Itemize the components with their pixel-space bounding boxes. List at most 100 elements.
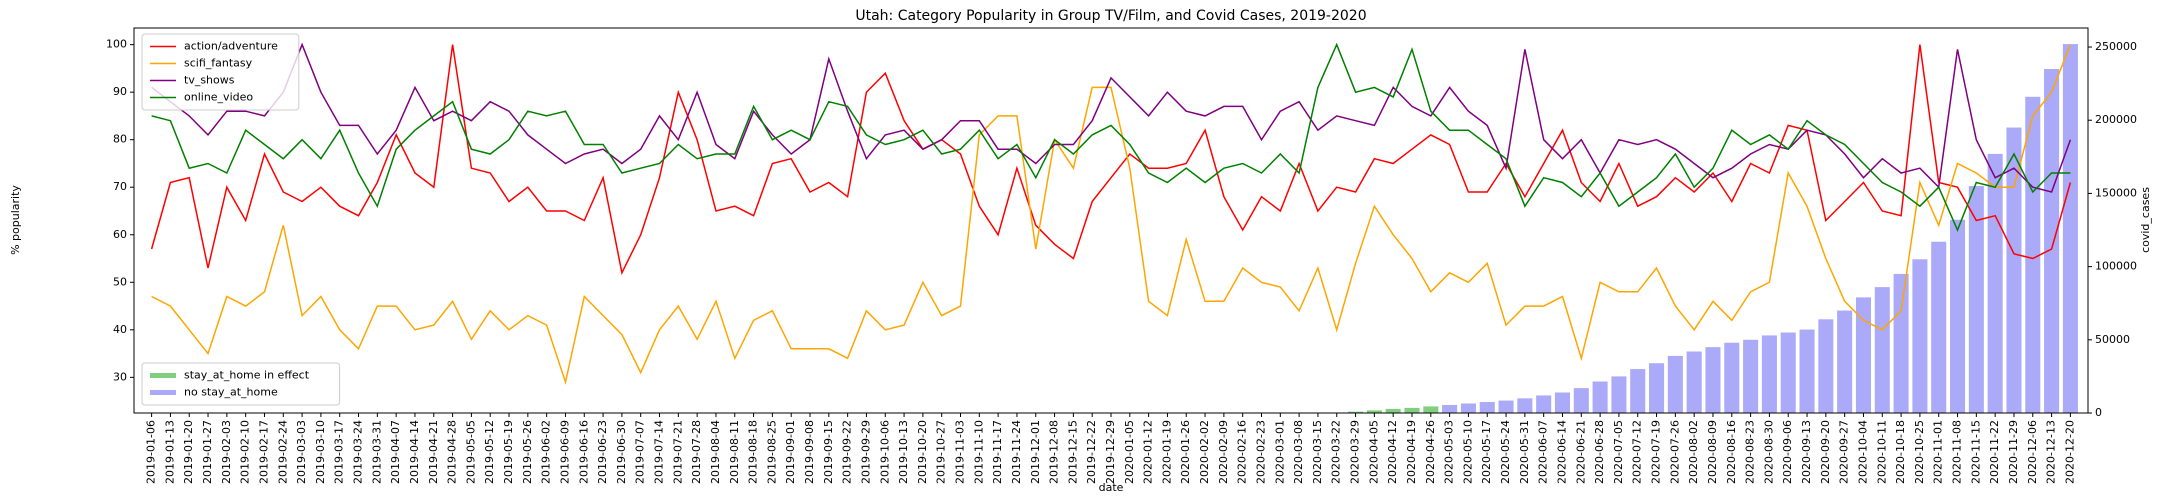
x-tick-label: 2020-10-11 — [1875, 420, 1888, 484]
line-series — [150, 44, 2072, 276]
x-tick-label: 2019-09-01 — [784, 420, 797, 484]
bar — [1649, 363, 1665, 413]
x-tick-label: 2020-02-23 — [1254, 420, 1267, 484]
legend-label: stay_at_home in effect — [184, 369, 310, 382]
x-tick-label: 2020-12-20 — [2063, 420, 2076, 484]
bar — [1479, 402, 1495, 413]
x-tick-label: 2020-12-13 — [2045, 420, 2058, 484]
y-tick-label: 40 — [113, 323, 127, 336]
x-tick-label: 2020-09-20 — [1819, 420, 1832, 484]
x-tick-label: 2020-03-22 — [1330, 420, 1343, 484]
x-axis-label: date — [1099, 481, 1124, 494]
bar — [1931, 241, 1947, 413]
x-tick-label: 2020-08-09 — [1706, 420, 1719, 484]
x-tick-label: 2019-03-03 — [295, 420, 308, 484]
bar — [1724, 342, 1740, 413]
x-tick-label: 2020-12-06 — [2026, 420, 2039, 484]
x-tick-label: 2019-11-17 — [991, 420, 1004, 484]
bar — [1592, 381, 1608, 413]
x-tick-label: 2019-05-26 — [521, 420, 534, 484]
x-tick-label: 2019-08-11 — [728, 420, 741, 484]
x-tick-label: 2020-06-07 — [1537, 420, 1550, 484]
bar — [1667, 355, 1683, 413]
x-tick-label: 2020-10-18 — [1894, 420, 1907, 484]
x-tick-label: 2019-07-21 — [671, 420, 684, 484]
legend-box — [141, 33, 300, 111]
x-tick-label: 2019-12-22 — [1085, 420, 1098, 484]
plot-frame — [133, 27, 2089, 414]
bar — [1536, 395, 1552, 413]
x-tick-label: 2019-06-16 — [577, 420, 590, 484]
x-tick-label: 2019-12-15 — [1066, 420, 1079, 484]
legend: action/adventure scifi_fantasy tv_showsonl… — [141, 33, 300, 111]
x-tick-label: 2020-06-28 — [1593, 420, 1606, 484]
x-tick-label: 2019-07-07 — [634, 420, 647, 484]
x-tick-label: 2020-07-12 — [1631, 420, 1644, 484]
x-tick-label: 2019-04-21 — [427, 420, 440, 484]
x-tick-label: 2020-04-12 — [1386, 420, 1399, 484]
bar — [1517, 398, 1533, 413]
x-tick-label: 2019-09-29 — [859, 420, 872, 484]
x-tick-label: 2020-06-21 — [1574, 420, 1587, 484]
x-tick-label: 2019-02-10 — [239, 420, 252, 484]
chart-title: Utah: Category Popularity in Group TV/Fi… — [855, 8, 1366, 24]
x-tick-label: 2020-08-23 — [1744, 420, 1757, 484]
legend: stay_at_home in effect no stay_at_home — [141, 362, 341, 406]
x-tick-label: 2020-11-15 — [1969, 420, 1982, 484]
x-tick-label: 2019-07-14 — [653, 420, 666, 484]
x-tick-label: 2019-08-25 — [765, 420, 778, 484]
bar — [1366, 410, 1382, 413]
x-tick-label: 2020-04-05 — [1367, 420, 1380, 484]
x-tick-label: 2019-03-31 — [370, 420, 383, 484]
x-tick-label: 2019-10-06 — [878, 420, 891, 484]
bar — [1686, 351, 1702, 413]
x-tick-label: 2020-02-09 — [1217, 420, 1230, 484]
x-tick-label: 2020-07-05 — [1612, 420, 1625, 484]
x-tick-label: 2020-03-01 — [1273, 420, 1286, 484]
x-tick-label: 2020-11-29 — [2007, 420, 2020, 484]
y2-axis-label: covid_cases — [2139, 187, 2152, 253]
bar — [1423, 406, 1439, 413]
x-tick-label: 2019-09-22 — [841, 420, 854, 484]
bar — [1893, 273, 1909, 413]
x-tick-label: 2019-01-06 — [145, 420, 158, 484]
bar — [1818, 319, 1834, 413]
x-tick-label: 2020-02-02 — [1198, 420, 1211, 484]
x-tick-label: 2019-03-17 — [333, 420, 346, 484]
x-tick-label: 2019-04-07 — [389, 420, 402, 484]
y-tick-label: 50 — [113, 275, 127, 288]
bar — [1498, 400, 1514, 413]
x-tick-label: 2020-01-12 — [1142, 420, 1155, 484]
x-tick-label: 2019-08-04 — [709, 420, 722, 484]
bar — [2025, 96, 2041, 414]
bar — [2062, 44, 2078, 413]
x-tick-label: 2020-11-08 — [1951, 420, 1964, 484]
bar — [1837, 310, 1853, 413]
x-tick-label: 2019-10-20 — [916, 420, 929, 484]
x-tick-label: 2020-09-06 — [1781, 420, 1794, 484]
bar — [1855, 297, 1871, 413]
x-tick-label: 2019-02-24 — [276, 420, 289, 484]
x-tick-label: 2019-01-13 — [163, 420, 176, 484]
legend-label: scifi_fantasy — [184, 57, 253, 70]
bar — [1799, 329, 1815, 413]
x-tick-label: 2019-11-03 — [954, 420, 967, 484]
x-tick-label: 2020-05-17 — [1480, 420, 1493, 484]
x-tick-label: 2020-05-24 — [1499, 420, 1512, 484]
x-tick-label: 2019-06-09 — [558, 420, 571, 484]
bar — [1874, 287, 1890, 413]
x-tick-label: 2019-03-24 — [352, 420, 365, 484]
x-tick-label: 2020-05-31 — [1518, 420, 1531, 484]
x-tick-label: 2020-04-19 — [1405, 420, 1418, 484]
y2-tick-label: 150000 — [2095, 186, 2137, 199]
x-tick-label: 2019-09-08 — [803, 420, 816, 484]
x-tick-label: 2019-04-14 — [408, 420, 421, 484]
bar — [1987, 153, 2003, 413]
x-tick-label: 2020-08-30 — [1762, 420, 1775, 484]
bar — [1385, 408, 1401, 413]
x-tick-label: 2019-10-13 — [897, 420, 910, 484]
x-tick-label: 2019-05-12 — [483, 420, 496, 484]
bar — [1780, 332, 1796, 413]
bar — [1968, 186, 1984, 413]
